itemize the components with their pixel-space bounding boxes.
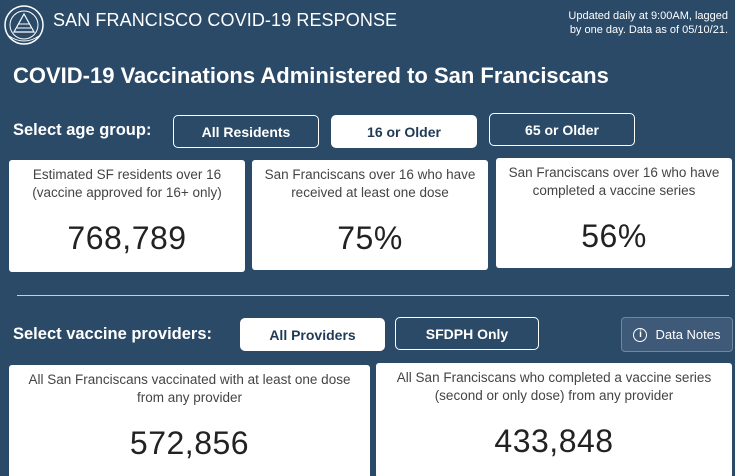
providers-sfdph-button[interactable]: SFDPH Only [395,317,539,350]
age-all-residents-button[interactable]: All Residents [173,115,319,148]
card-estimated-residents: Estimated SF residents over 16 (vaccine … [9,160,245,272]
card-completed-series: San Franciscans over 16 who have complet… [496,158,732,268]
card-estimated-residents-value: 768,789 [67,220,187,256]
age-65-older-button[interactable]: 65 or Older [489,113,635,146]
update-note: Updated daily at 9:00AM, lagged by one d… [528,9,728,37]
card-provider-one-dose-desc: All San Franciscans vaccinated with at l… [28,372,351,405]
age-16-older-button[interactable]: 16 or Older [331,115,477,148]
city-seal-icon [4,5,44,45]
providers-label: Select vaccine providers: [13,325,213,343]
card-estimated-residents-desc: Estimated SF residents over 16 (vaccine … [32,167,222,200]
update-note-line2: by one day. Data as of 05/10/21. [569,24,728,36]
card-provider-completed: All San Franciscans who completed a vacc… [376,363,732,476]
update-note-line1: Updated daily at 9:00AM, lagged [568,10,728,22]
card-completed-series-value: 56% [581,218,647,254]
section-divider [17,295,729,296]
page-title: COVID-19 Vaccinations Administered to Sa… [13,63,609,88]
card-at-least-one-dose-desc: San Franciscans over 16 who have receive… [264,167,476,200]
brand-title: SAN FRANCISCO COVID-19 RESPONSE [53,10,398,30]
card-provider-completed-value: 433,848 [494,423,614,459]
age-group-label: Select age group: [13,121,152,139]
card-provider-one-dose-value: 572,856 [129,425,250,461]
providers-all-button[interactable]: All Providers [240,318,385,351]
data-notes-label: Data Notes [655,327,721,342]
card-at-least-one-dose: San Franciscans over 16 who have receive… [252,160,488,270]
card-at-least-one-dose-value: 75% [337,220,403,256]
data-notes-button[interactable]: i Data Notes [621,317,733,352]
card-completed-series-desc: San Franciscans over 16 who have complet… [508,165,720,198]
info-icon: i [633,327,648,342]
card-provider-one-dose: All San Franciscans vaccinated with at l… [9,365,370,476]
card-provider-completed-desc: All San Franciscans who completed a vacc… [396,370,712,403]
top-header: SAN FRANCISCO COVID-19 RESPONSE Updated … [0,0,735,50]
